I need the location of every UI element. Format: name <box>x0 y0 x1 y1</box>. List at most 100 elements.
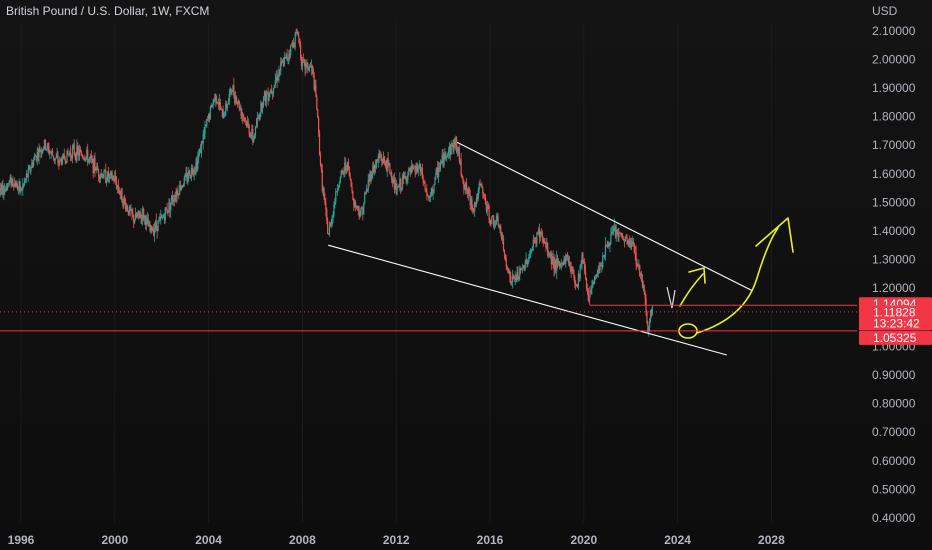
candle-body <box>200 141 202 154</box>
candle-body <box>568 262 570 263</box>
candle-body <box>309 66 312 68</box>
candle-body <box>530 249 533 253</box>
candle-body <box>542 238 544 242</box>
candle-body <box>316 96 318 110</box>
candle-body <box>68 154 70 155</box>
candle-body <box>235 96 237 103</box>
candle-body <box>557 261 560 264</box>
candle-body <box>419 163 422 172</box>
candle-body <box>421 167 423 179</box>
candle-body <box>62 154 64 156</box>
candle-body <box>326 209 328 221</box>
chart-drawings[interactable] <box>328 141 794 356</box>
candle-body <box>151 225 153 232</box>
time-axis[interactable]: 1996 2000 2004 2008 2012 2016 2020 2024 2028 <box>8 533 785 547</box>
price-tick-label: 0.40000 <box>872 511 916 525</box>
candle-body <box>13 183 15 187</box>
candle-body <box>180 185 183 190</box>
price-axis[interactable]: 2.10000 2.00000 1.90000 1.80000 1.70000 1.600… <box>872 24 916 525</box>
price-tick-label: 1.30000 <box>872 252 916 266</box>
candle-body <box>597 269 599 274</box>
candle-body <box>199 149 202 154</box>
candle-body <box>217 102 220 106</box>
candle-body <box>529 252 532 257</box>
candle-body <box>269 93 271 95</box>
candle-body <box>435 172 437 178</box>
candle-body <box>611 232 613 235</box>
candle-body <box>189 175 192 178</box>
candle-body <box>281 61 283 63</box>
candle-body <box>85 156 87 159</box>
candle-body <box>158 219 160 221</box>
candle-body <box>51 151 53 153</box>
candle-body <box>40 151 42 153</box>
candle-body <box>400 178 402 190</box>
candle-body <box>393 178 395 190</box>
candle-body <box>185 173 187 176</box>
candle-body <box>272 91 274 94</box>
candle-body <box>97 166 99 170</box>
price-tick-label: 0.70000 <box>872 425 916 439</box>
candle-body <box>135 213 138 218</box>
candle-body <box>479 183 481 185</box>
candle-body <box>337 186 340 189</box>
candle-body <box>463 180 465 189</box>
candle-body <box>143 208 145 219</box>
candle-body <box>293 45 295 48</box>
candle-body <box>171 196 173 203</box>
candle-body <box>330 222 332 225</box>
candle-body <box>347 161 349 167</box>
candle-body <box>318 117 320 133</box>
candle-body <box>502 238 505 250</box>
candle-body <box>319 154 322 165</box>
candle-body <box>113 177 115 181</box>
candle-body <box>390 172 392 174</box>
candle-body <box>631 241 633 244</box>
candle-body <box>149 223 151 231</box>
candle-body <box>109 173 111 175</box>
candle-body <box>45 148 47 150</box>
candle-body <box>106 171 109 181</box>
candle-body <box>342 171 344 172</box>
candle-body <box>66 150 68 163</box>
candle-body <box>55 157 57 159</box>
candle-body <box>192 171 194 175</box>
candle-body <box>177 190 179 195</box>
candle-body <box>278 69 280 77</box>
candle-body <box>359 214 361 218</box>
annotation-large-arrow-head[interactable] <box>755 217 794 253</box>
candle-body <box>115 175 117 182</box>
candle-body <box>187 178 189 181</box>
candle-body <box>201 141 203 144</box>
annotation-small-arrow[interactable] <box>679 273 704 307</box>
candle-body <box>642 285 644 288</box>
candle-body <box>531 247 533 250</box>
candle-body <box>75 154 77 161</box>
candle-body <box>77 145 79 151</box>
trendline-lower[interactable] <box>328 244 727 356</box>
candle-body <box>47 145 49 147</box>
candle-body <box>244 120 247 121</box>
candle-body <box>571 267 573 272</box>
price-levels[interactable] <box>0 286 857 332</box>
candle-body <box>628 239 630 241</box>
candle-body <box>370 171 372 180</box>
candle-body <box>598 269 600 271</box>
candle-body <box>166 209 168 213</box>
candle-body <box>546 243 548 248</box>
trendline-upper[interactable] <box>456 141 753 292</box>
candle-body <box>564 259 566 264</box>
candle-body <box>374 165 377 169</box>
annotation-large-arrow[interactable] <box>696 227 779 334</box>
candle-body <box>288 54 290 59</box>
candle-body <box>50 152 52 154</box>
candle-body <box>291 41 294 46</box>
annotation-small-arrow-head[interactable] <box>688 267 706 284</box>
candle-body <box>155 221 157 226</box>
candle-body <box>82 157 84 159</box>
price-tick-label: 1.80000 <box>872 110 916 124</box>
candle-body <box>235 96 238 103</box>
candle-body <box>352 191 354 200</box>
candle-body <box>493 215 495 227</box>
